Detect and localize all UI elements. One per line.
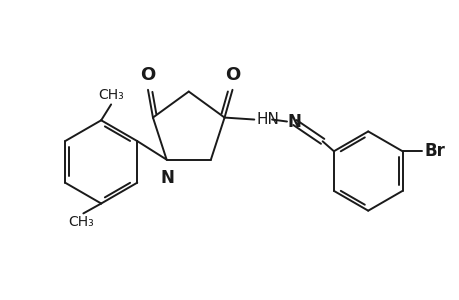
Text: O: O bbox=[224, 66, 240, 84]
Text: Br: Br bbox=[423, 142, 444, 160]
Text: O: O bbox=[140, 66, 155, 84]
Text: N: N bbox=[287, 112, 301, 130]
Text: CH₃: CH₃ bbox=[68, 215, 94, 230]
Text: N: N bbox=[160, 169, 174, 187]
Text: HN: HN bbox=[256, 112, 279, 127]
Text: CH₃: CH₃ bbox=[98, 88, 124, 102]
